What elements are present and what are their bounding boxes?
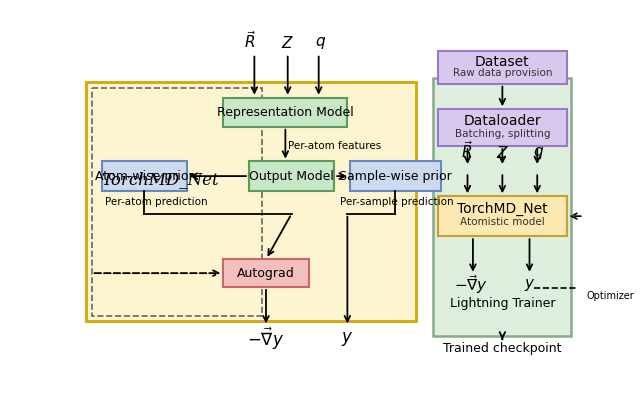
Text: Atomistic model: Atomistic model [460, 217, 545, 227]
Text: $Z$: $Z$ [496, 145, 509, 162]
Text: Raw data provision: Raw data provision [452, 68, 552, 78]
Text: $-\vec{\nabla}y$: $-\vec{\nabla}y$ [248, 326, 285, 352]
Bar [86, 82, 415, 321]
Bar [438, 196, 566, 236]
Text: $Z$: $Z$ [281, 35, 294, 51]
Text: Optimizer: Optimizer [586, 291, 634, 301]
Text: TorchMD_Net: TorchMD_Net [102, 171, 220, 188]
Text: Autograd: Autograd [237, 267, 295, 280]
Text: Trained checkpoint: Trained checkpoint [443, 342, 562, 355]
Text: Representation Model: Representation Model [217, 106, 354, 119]
Text: $-\vec{\nabla}y$: $-\vec{\nabla}y$ [454, 273, 488, 296]
Bar [223, 259, 308, 287]
Text: Per-sample prediction: Per-sample prediction [340, 197, 454, 207]
Text: Dataset: Dataset [475, 55, 530, 69]
Text: Output Model: Output Model [249, 169, 334, 183]
Text: Sample-wise prior: Sample-wise prior [339, 169, 452, 183]
Text: Dataloader: Dataloader [463, 114, 541, 128]
Bar [349, 162, 441, 191]
Text: Lightning Trainer: Lightning Trainer [450, 297, 555, 310]
Bar [438, 109, 566, 146]
Bar [438, 51, 566, 84]
Text: $\vec{R}$: $\vec{R}$ [244, 30, 257, 51]
Text: $y$: $y$ [524, 277, 535, 293]
Text: Per-atom prediction: Per-atom prediction [105, 197, 207, 207]
Text: $y$: $y$ [341, 329, 354, 348]
Text: $q$: $q$ [315, 35, 326, 51]
Text: Batching, splitting: Batching, splitting [454, 129, 550, 139]
Text: Atom-wise prior: Atom-wise prior [95, 169, 194, 183]
Bar [249, 162, 334, 191]
Text: TorchMD_Net: TorchMD_Net [457, 202, 548, 216]
Bar [433, 78, 572, 336]
Text: $\vec{R}$: $\vec{R}$ [461, 141, 474, 162]
Bar [223, 97, 348, 127]
Text: $q$: $q$ [533, 145, 545, 162]
Bar [92, 88, 262, 316]
Bar [102, 162, 187, 191]
Text: Per-atom features: Per-atom features [289, 141, 381, 151]
